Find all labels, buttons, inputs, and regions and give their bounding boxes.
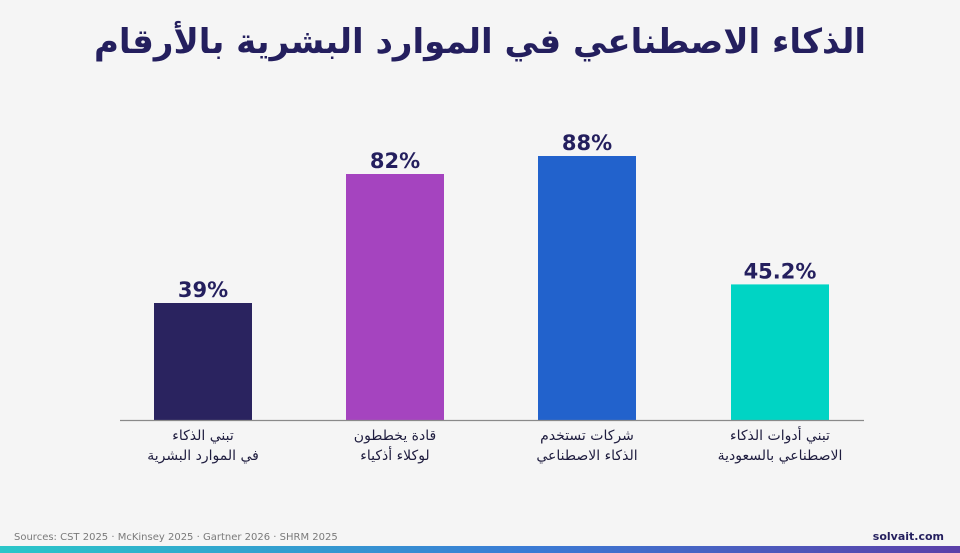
sources-footnote: Sources: CST 2025 · McKinsey 2025 · Gart… (14, 532, 338, 543)
chart-title: الذكاء الاصطناعي في الموارد البشرية بالأ… (93, 22, 867, 62)
bar (538, 156, 636, 420)
bar-value-label: 88% (562, 131, 612, 155)
bar (154, 303, 252, 420)
category-label: الذكاء الاصطناعي (536, 448, 637, 464)
bottom-gradient-bar (0, 546, 960, 553)
category-label: قادة يخططون (354, 428, 436, 444)
category-label: في الموارد البشرية (147, 448, 259, 464)
bar-value-label: 82% (370, 149, 420, 173)
category-label: لوكلاء أذكياء (360, 446, 429, 464)
brand-link[interactable]: solvait.com (872, 530, 944, 543)
category-label: تبني أدوات الذكاء (730, 426, 830, 444)
bar (731, 284, 829, 420)
bar-value-label: 39% (178, 278, 228, 302)
bar (346, 174, 444, 420)
category-label: تبني الذكاء (172, 428, 234, 444)
category-label: شركات تستخدم (540, 428, 634, 444)
bar-value-label: 45.2% (744, 259, 817, 283)
category-label: الاصطناعي بالسعودية (718, 448, 843, 464)
